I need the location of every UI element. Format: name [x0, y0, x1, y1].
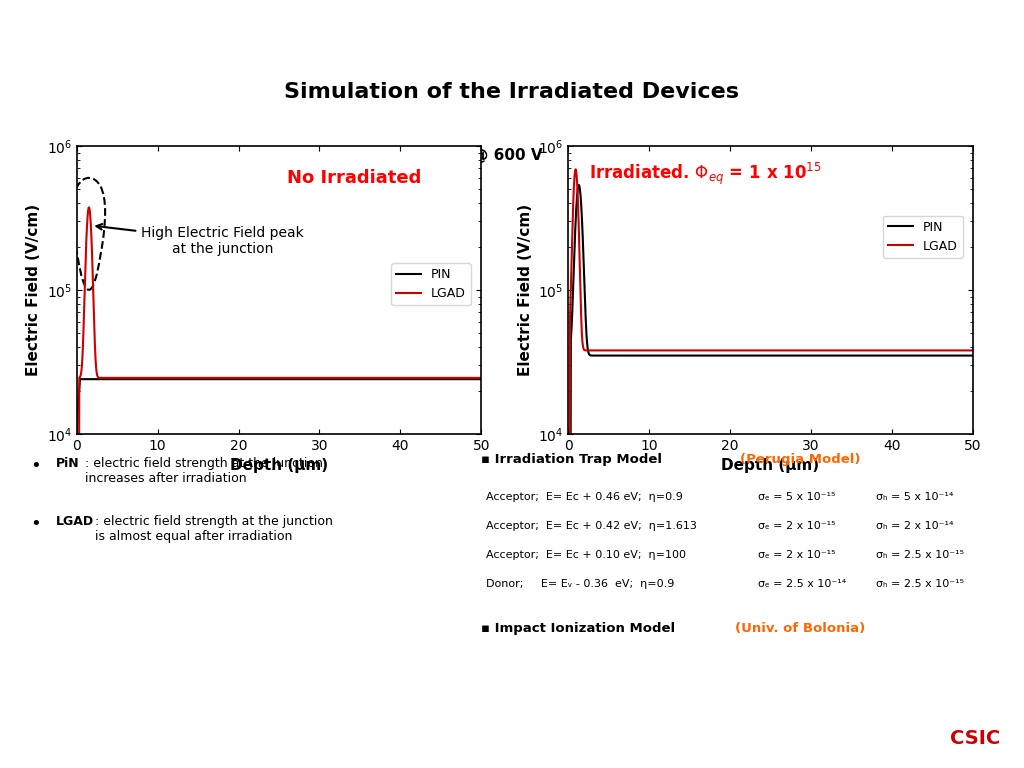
PIN: [144, 375, 157, 384]
LGAD: [313, 373, 326, 382]
Text: Acceptor;  E= Eᴄ + 0.46 eV;  η=0.9: Acceptor; E= Eᴄ + 0.46 eV; η=0.9: [486, 492, 683, 502]
Text: : electric field strength at the junction
increases after irradiation: : electric field strength at the junctio…: [85, 457, 323, 485]
PIN: [475, 375, 487, 384]
Text: σₕ = 5 x 10⁻¹⁴: σₕ = 5 x 10⁻¹⁴: [876, 492, 953, 502]
LGAD: [636, 346, 648, 355]
Text: σₑ = 5 x 10⁻¹⁵: σₑ = 5 x 10⁻¹⁵: [758, 492, 836, 502]
LGAD: [83, 203, 95, 212]
PIN: [636, 351, 648, 360]
Text: (Univ. of Bolonia): (Univ. of Bolonia): [735, 622, 865, 635]
PIN: [572, 180, 585, 190]
PIN: [562, 429, 574, 439]
Text: cnm: cnm: [26, 730, 72, 748]
Legend: PIN, LGAD: PIN, LGAD: [391, 263, 471, 306]
Text: Acceptor;  E= Eᴄ + 0.42 eV;  η=1.613: Acceptor; E= Eᴄ + 0.42 eV; η=1.613: [486, 521, 697, 531]
PIN: [74, 375, 86, 384]
LGAD: [569, 164, 582, 174]
Text: CSIC: CSIC: [949, 730, 1000, 748]
LGAD: [71, 429, 83, 439]
LGAD: [864, 346, 877, 355]
LGAD: [825, 346, 838, 355]
Text: Acceptor;  E= Eᴄ + 0.10 eV;  η=100: Acceptor; E= Eᴄ + 0.10 eV; η=100: [486, 550, 686, 560]
PIN: [895, 351, 907, 360]
Text: σₑ = 2 x 10⁻¹⁵: σₑ = 2 x 10⁻¹⁵: [758, 521, 836, 531]
Text: •: •: [31, 515, 41, 532]
PIN: [717, 351, 729, 360]
Text: Optimization of LGAD Detectors: Optimization of LGAD Detectors: [16, 18, 239, 32]
Text: σₕ = 2.5 x 10⁻¹⁵: σₕ = 2.5 x 10⁻¹⁵: [876, 579, 964, 589]
PIN: [967, 351, 979, 360]
PIN: [373, 375, 385, 384]
Text: Irradiated. $\Phi_{eq}$ = 1 x 10$^{15}$: Irradiated. $\Phi_{eq}$ = 1 x 10$^{15}$: [589, 161, 821, 187]
LGAD: [805, 346, 817, 355]
Text: High Electric Field peak
at the junction: High Electric Field peak at the junction: [96, 224, 304, 257]
LGAD: [373, 373, 385, 382]
PIN: [403, 375, 416, 384]
Text: σₑ = 2.5 x 10⁻¹⁴: σₑ = 2.5 x 10⁻¹⁴: [758, 579, 846, 589]
PIN: [864, 351, 877, 360]
Text: ▪ Irradiation Trap Model: ▪ Irradiation Trap Model: [481, 453, 667, 466]
Text: Donor;     E= Eᵥ - 0.36  eV;  η=0.9: Donor; E= Eᵥ - 0.36 eV; η=0.9: [486, 579, 675, 589]
PIN: [334, 375, 346, 384]
Text: (Perugia Model): (Perugia Model): [740, 453, 861, 466]
Text: Instituto de Microelectrónica de Barcelona: Instituto de Microelectrónica de Barcelo…: [585, 733, 849, 745]
Y-axis label: Electric Field (V/cm): Electric Field (V/cm): [26, 204, 41, 376]
Line: PIN: PIN: [568, 185, 973, 434]
LGAD: [895, 346, 907, 355]
Y-axis label: Electric Field (V/cm): Electric Field (V/cm): [517, 204, 532, 376]
LGAD: [403, 373, 416, 382]
LGAD: [334, 373, 346, 382]
Text: Simulation of the Irradiated Devices: Simulation of the Irradiated Devices: [285, 82, 739, 102]
Text: σₕ = 2 x 10⁻¹⁴: σₕ = 2 x 10⁻¹⁴: [876, 521, 953, 531]
PIN: [313, 375, 326, 384]
LGAD: [717, 346, 729, 355]
Text: : electric field strength at the junction
is almost equal after irradiation: : electric field strength at the junctio…: [95, 515, 333, 542]
Line: LGAD: LGAD: [77, 207, 481, 434]
Line: LGAD: LGAD: [568, 169, 973, 434]
Text: SIMDET 2016: SIMDET 2016: [757, 18, 849, 32]
Text: LGAD: LGAD: [56, 515, 94, 528]
LGAD: [967, 346, 979, 355]
Line: PIN: PIN: [77, 379, 481, 434]
Text: σₑ = 2 x 10⁻¹⁵: σₑ = 2 x 10⁻¹⁵: [758, 550, 836, 560]
Text: Centro Nacional de Microelectrónica: Centro Nacional de Microelectrónica: [199, 733, 426, 745]
LGAD: [144, 373, 157, 382]
Text: •: •: [31, 457, 41, 475]
X-axis label: Depth (μm): Depth (μm): [722, 458, 819, 473]
Text: ▪ Impact Ionization Model: ▪ Impact Ionization Model: [481, 622, 680, 635]
PIN: [225, 375, 238, 384]
Text: No Irradiated: No Irradiated: [287, 169, 422, 187]
LGAD: [562, 429, 574, 439]
Legend: PIN, LGAD: PIN, LGAD: [883, 216, 963, 258]
PIN: [805, 351, 817, 360]
PIN: [71, 429, 83, 439]
LGAD: [225, 373, 238, 382]
PIN: [825, 351, 838, 360]
X-axis label: Depth (μm): Depth (μm): [230, 458, 328, 473]
Text: σₕ = 2.5 x 10⁻¹⁵: σₕ = 2.5 x 10⁻¹⁵: [876, 550, 964, 560]
LGAD: [475, 373, 487, 382]
Text: Curves @ 600 V: Curves @ 600 V: [410, 148, 543, 164]
Text: PiN: PiN: [56, 457, 80, 470]
